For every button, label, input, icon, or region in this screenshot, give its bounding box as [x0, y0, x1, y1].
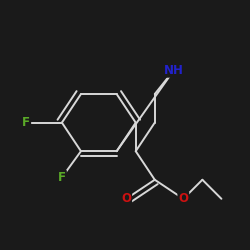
Text: NH: NH	[164, 64, 184, 77]
Text: F: F	[58, 171, 66, 184]
Text: O: O	[121, 192, 131, 205]
Text: F: F	[22, 116, 30, 129]
Text: O: O	[178, 192, 188, 205]
